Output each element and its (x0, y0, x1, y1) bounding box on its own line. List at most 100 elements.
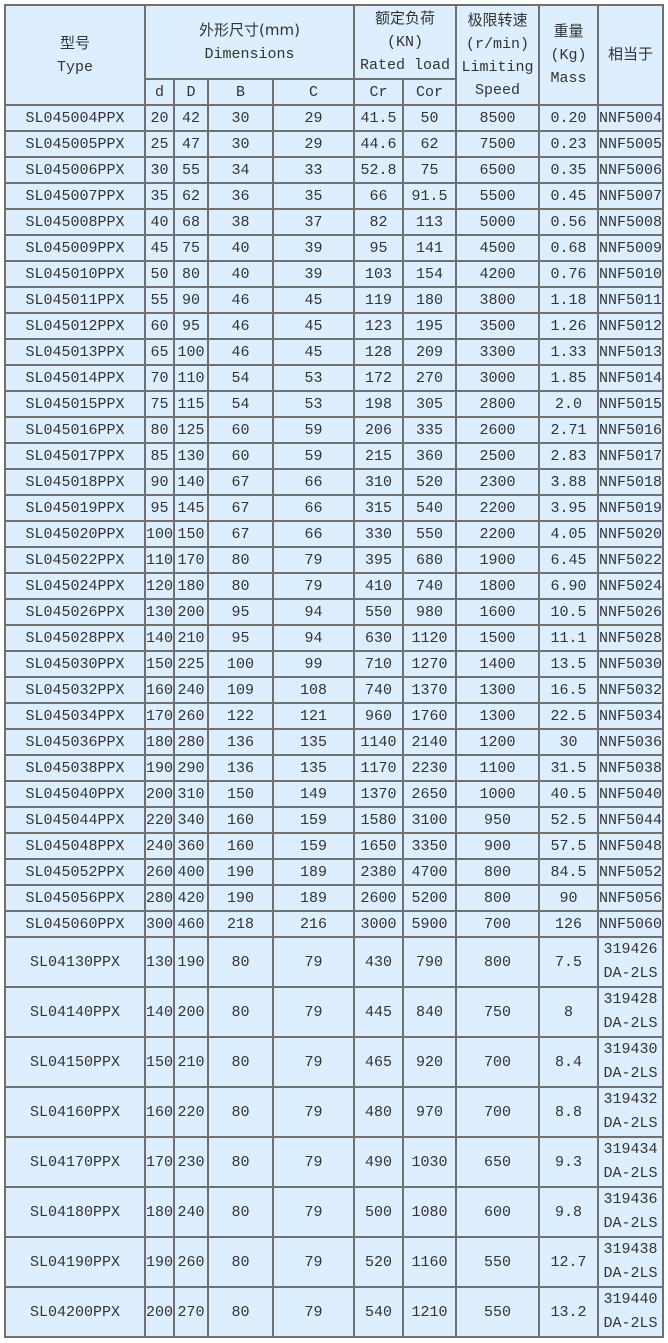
table-cell: 60 (143, 312, 176, 340)
table-cell: 159 (272, 806, 356, 834)
table-cell: 100 (207, 650, 275, 678)
table-cell: SL04180PPX (4, 1186, 146, 1238)
table-cell: 430 (353, 936, 405, 988)
table-cell: 740 (402, 572, 458, 600)
table-cell: 1160 (402, 1236, 458, 1288)
table-cell: 0.20 (538, 104, 600, 132)
table-row: SL045015PPX 75 115 54 53 198 305 2800 2.0 NNF5015 (4, 390, 665, 418)
table-cell: 3300 (455, 338, 541, 366)
table-cell: 59 (272, 442, 356, 470)
table-cell: 200 (143, 780, 176, 808)
table-cell: 45 (143, 234, 176, 262)
table-cell: 20 (143, 104, 176, 132)
table-cell: 95 (207, 598, 275, 626)
equivalent-code: 319440 (603, 1291, 658, 1308)
table-cell: SL04200PPX (4, 1286, 146, 1338)
table-cell: 190 (207, 858, 275, 886)
table-cell: 68 (173, 208, 210, 236)
table-cell: 198 (353, 390, 405, 418)
table-cell: 270 (173, 1286, 210, 1338)
table-row: SL045026PPX 130 200 95 94 550 980 1600 10.5 NNF50… (4, 598, 665, 626)
table-row: SL045048PPX 240 360 160 159 1650 3350 900 57.5 NN… (4, 832, 665, 860)
table-cell: 0.76 (538, 260, 600, 288)
table-cell: 2300 (455, 468, 541, 496)
table-cell: 35 (272, 182, 356, 210)
table-cell: 130 (143, 936, 176, 988)
table-cell: 1120 (402, 624, 458, 652)
table-cell: 70 (143, 364, 176, 392)
table-row: SL045013PPX 65 100 46 45 128 209 3300 1.33 NNF501… (4, 338, 665, 366)
table-cell: SL045017PPX (4, 442, 146, 470)
table-cell: 79 (272, 986, 356, 1038)
table-cell: 3350 (402, 832, 458, 860)
table-cell: SL045011PPX (4, 286, 146, 314)
table-cell: 94 (272, 598, 356, 626)
table-cell: 170 (143, 702, 176, 730)
table-cell: 490 (353, 1136, 405, 1188)
table-cell: 700 (455, 910, 541, 938)
table-cell: 8 (538, 986, 600, 1038)
table-cell: NNF5024 (597, 572, 665, 600)
table-cell: 79 (272, 1086, 356, 1138)
table-cell: SL045024PPX (4, 572, 146, 600)
table-cell: 270 (402, 364, 458, 392)
table-cell: 135 (272, 754, 356, 782)
table-row: SL045005PPX 25 47 30 29 44.6 62 7500 0.23 NNF5005 (4, 130, 665, 158)
table-cell: 84.5 (538, 858, 600, 886)
table-row: SL045034PPX 170 260 122 121 960 1760 1300 22.5 NN… (4, 702, 665, 730)
table-cell: SL04170PPX (4, 1136, 146, 1188)
table-cell: 95 (207, 624, 275, 652)
table-cell: 66 (272, 468, 356, 496)
table-row: SL045014PPX 70 110 54 53 172 270 3000 1.85 NNF501… (4, 364, 665, 392)
table-row: SL045040PPX 200 310 150 149 1370 2650 1000 40.5 N… (4, 780, 665, 808)
table-row: SL045056PPX 280 420 190 189 2600 5200 800 90 NNF5… (4, 884, 665, 912)
table-row: SL045052PPX 260 400 190 189 2380 4700 800 84.5 NN… (4, 858, 665, 886)
table-cell: 110 (143, 546, 176, 574)
table-cell: 550 (455, 1236, 541, 1288)
table-cell: NNF5052 (597, 858, 665, 886)
table-cell: 190 (143, 1236, 176, 1288)
table-cell: 125 (173, 416, 210, 444)
table-cell: 123 (353, 312, 405, 340)
table-cell: 154 (402, 260, 458, 288)
table-cell: 100 (143, 520, 176, 548)
table-cell: 79 (272, 1136, 356, 1188)
table-cell: 2200 (455, 494, 541, 522)
table-cell: SL045044PPX (4, 806, 146, 834)
table-cell: 240 (173, 1186, 210, 1238)
table-cell: 206 (353, 416, 405, 444)
table-cell: 79 (272, 936, 356, 988)
table-row: SL045024PPX 120 180 80 79 410 740 1800 6.90 NNF50… (4, 572, 665, 600)
table-row: SL045009PPX 45 75 40 39 95 141 4500 0.68 NNF5009 (4, 234, 665, 262)
table-row: SL045032PPX 160 240 109 108 740 1370 1300 16.5 NN… (4, 676, 665, 704)
table-cell: 45 (272, 312, 356, 340)
table-cell: 50 (402, 104, 458, 132)
table-row: SL045011PPX 55 90 46 45 119 180 3800 1.18 NNF5011 (4, 286, 665, 314)
table-cell: 53 (272, 364, 356, 392)
table-cell: NNF5010 (597, 260, 665, 288)
table-row: SL04170PPX 170 230 80 79 490 1030 650 9.3 319434 D… (4, 1136, 665, 1188)
table-cell: 195 (402, 312, 458, 340)
table-cell: 1.26 (538, 312, 600, 340)
table-cell: NNF5013 (597, 338, 665, 366)
table-cell: 260 (173, 1236, 210, 1288)
equivalent-cell: 319430 DA-2LS (597, 1036, 665, 1088)
table-cell: NNF5038 (597, 754, 665, 782)
table-cell: 1080 (402, 1186, 458, 1238)
table-cell: NNF5040 (597, 780, 665, 808)
table-cell: 550 (353, 598, 405, 626)
table-cell: 1370 (402, 676, 458, 704)
table-cell: 1030 (402, 1136, 458, 1188)
table-cell: SL045032PPX (4, 676, 146, 704)
table-cell: 149 (272, 780, 356, 808)
table-cell: SL045004PPX (4, 104, 146, 132)
table-cell: NNF5008 (597, 208, 665, 236)
table-cell: 13.2 (538, 1286, 600, 1338)
table-cell: 500 (353, 1186, 405, 1238)
table-cell: SL045052PPX (4, 858, 146, 886)
table-cell: SL045048PPX (4, 832, 146, 860)
table-cell: 67 (207, 494, 275, 522)
table-cell: 80 (207, 1136, 275, 1188)
table-cell: 1.33 (538, 338, 600, 366)
table-cell: 4700 (402, 858, 458, 886)
